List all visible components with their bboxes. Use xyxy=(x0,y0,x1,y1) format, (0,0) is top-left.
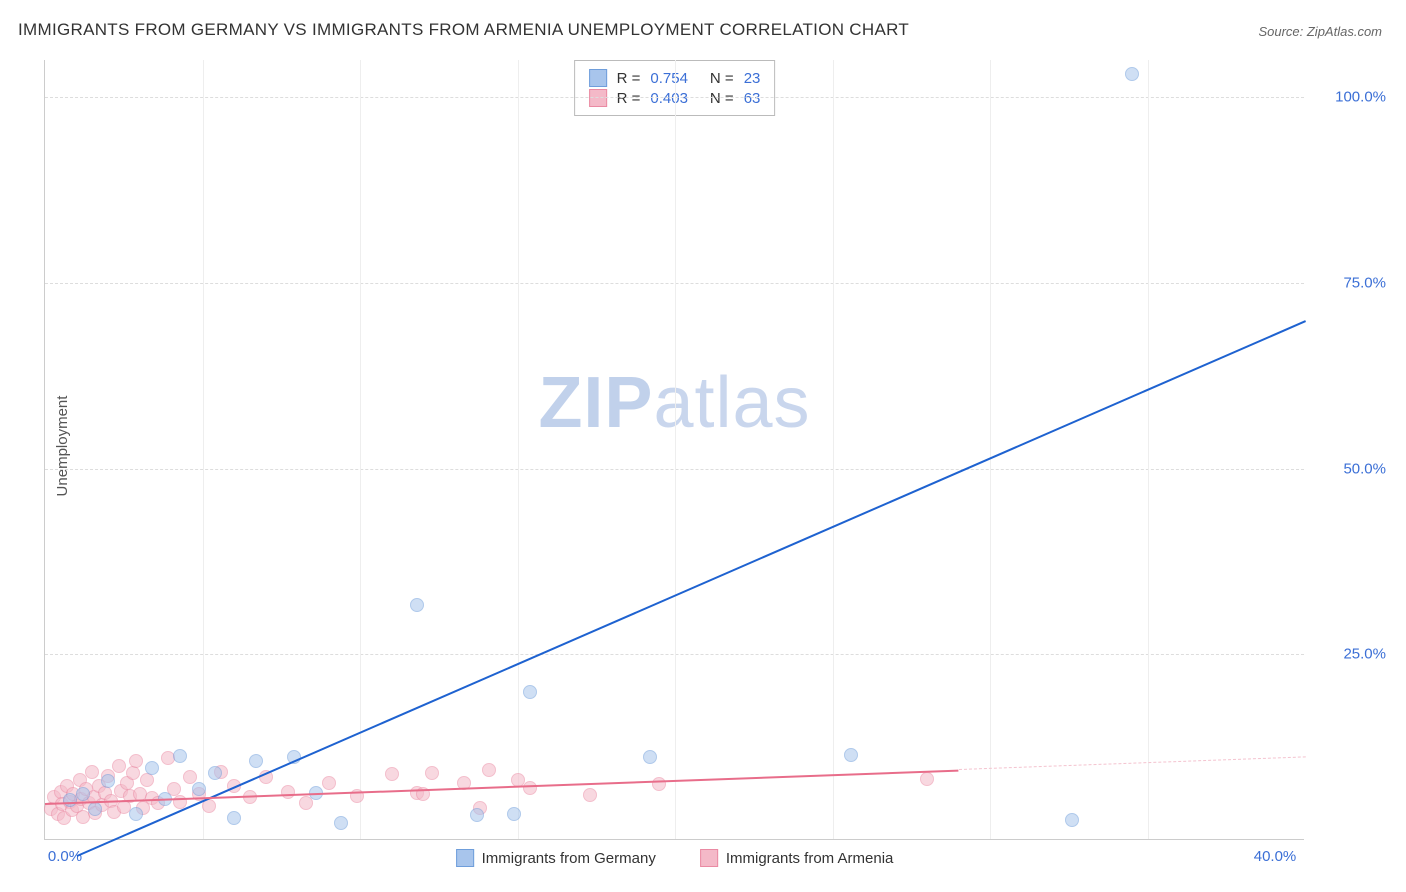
chart-title: IMMIGRANTS FROM GERMANY VS IMMIGRANTS FR… xyxy=(18,20,909,40)
trend-line xyxy=(45,769,959,804)
legend-item-armenia: Immigrants from Armenia xyxy=(700,849,894,867)
legend-n-label: N = xyxy=(710,70,734,87)
scatter-point xyxy=(129,754,143,768)
scatter-point xyxy=(112,759,126,773)
scatter-point xyxy=(173,749,187,763)
source-citation: Source: ZipAtlas.com xyxy=(1258,24,1382,39)
scatter-point xyxy=(322,776,336,790)
germany-series-label: Immigrants from Germany xyxy=(482,850,656,867)
scatter-point xyxy=(482,763,496,777)
scatter-point xyxy=(844,748,858,762)
scatter-point xyxy=(583,788,597,802)
y-tick-label: 100.0% xyxy=(1335,89,1386,106)
watermark-bold: ZIP xyxy=(538,363,653,443)
scatter-point xyxy=(129,807,143,821)
y-tick-label: 25.0% xyxy=(1343,646,1386,663)
y-tick-label: 75.0% xyxy=(1343,274,1386,291)
x-gridline xyxy=(675,60,676,839)
legend-item-germany: Immigrants from Germany xyxy=(456,849,656,867)
scatter-point xyxy=(410,598,424,612)
germany-swatch-icon xyxy=(589,69,607,87)
scatter-point xyxy=(652,777,666,791)
series-legend: Immigrants from Germany Immigrants from … xyxy=(456,849,894,867)
scatter-point xyxy=(101,774,115,788)
legend-r-label: R = xyxy=(617,70,641,87)
scatter-point xyxy=(643,750,657,764)
scatter-point xyxy=(88,802,102,816)
x-gridline xyxy=(833,60,834,839)
x-gridline xyxy=(203,60,204,839)
scatter-point xyxy=(281,785,295,799)
chart-plot-area: ZIPatlas R = 0.754 N = 23 R = 0.403 N = … xyxy=(44,60,1304,840)
scatter-point xyxy=(470,808,484,822)
trend-line-extrapolated xyxy=(958,757,1305,771)
scatter-point xyxy=(334,816,348,830)
scatter-point xyxy=(126,766,140,780)
scatter-point xyxy=(920,772,934,786)
x-tick-label: 40.0% xyxy=(1254,848,1297,865)
armenia-swatch-icon xyxy=(700,849,718,867)
x-gridline xyxy=(360,60,361,839)
scatter-point xyxy=(192,782,206,796)
scatter-point xyxy=(85,765,99,779)
x-gridline xyxy=(518,60,519,839)
scatter-point xyxy=(249,754,263,768)
scatter-point xyxy=(145,761,159,775)
scatter-point xyxy=(1065,813,1079,827)
scatter-point xyxy=(208,766,222,780)
watermark-light: atlas xyxy=(653,363,810,443)
armenia-series-label: Immigrants from Armenia xyxy=(726,850,894,867)
scatter-point xyxy=(507,807,521,821)
x-gridline xyxy=(1148,60,1149,839)
germany-r-value: 0.754 xyxy=(650,70,688,87)
scatter-point xyxy=(523,685,537,699)
scatter-point xyxy=(227,811,241,825)
germany-n-value: 23 xyxy=(744,70,761,87)
y-tick-label: 50.0% xyxy=(1343,460,1386,477)
trend-line xyxy=(76,320,1305,857)
germany-swatch-icon xyxy=(456,849,474,867)
scatter-point xyxy=(523,781,537,795)
scatter-point xyxy=(1125,67,1139,81)
scatter-point xyxy=(76,787,90,801)
x-gridline xyxy=(990,60,991,839)
scatter-point xyxy=(425,766,439,780)
scatter-point xyxy=(385,767,399,781)
